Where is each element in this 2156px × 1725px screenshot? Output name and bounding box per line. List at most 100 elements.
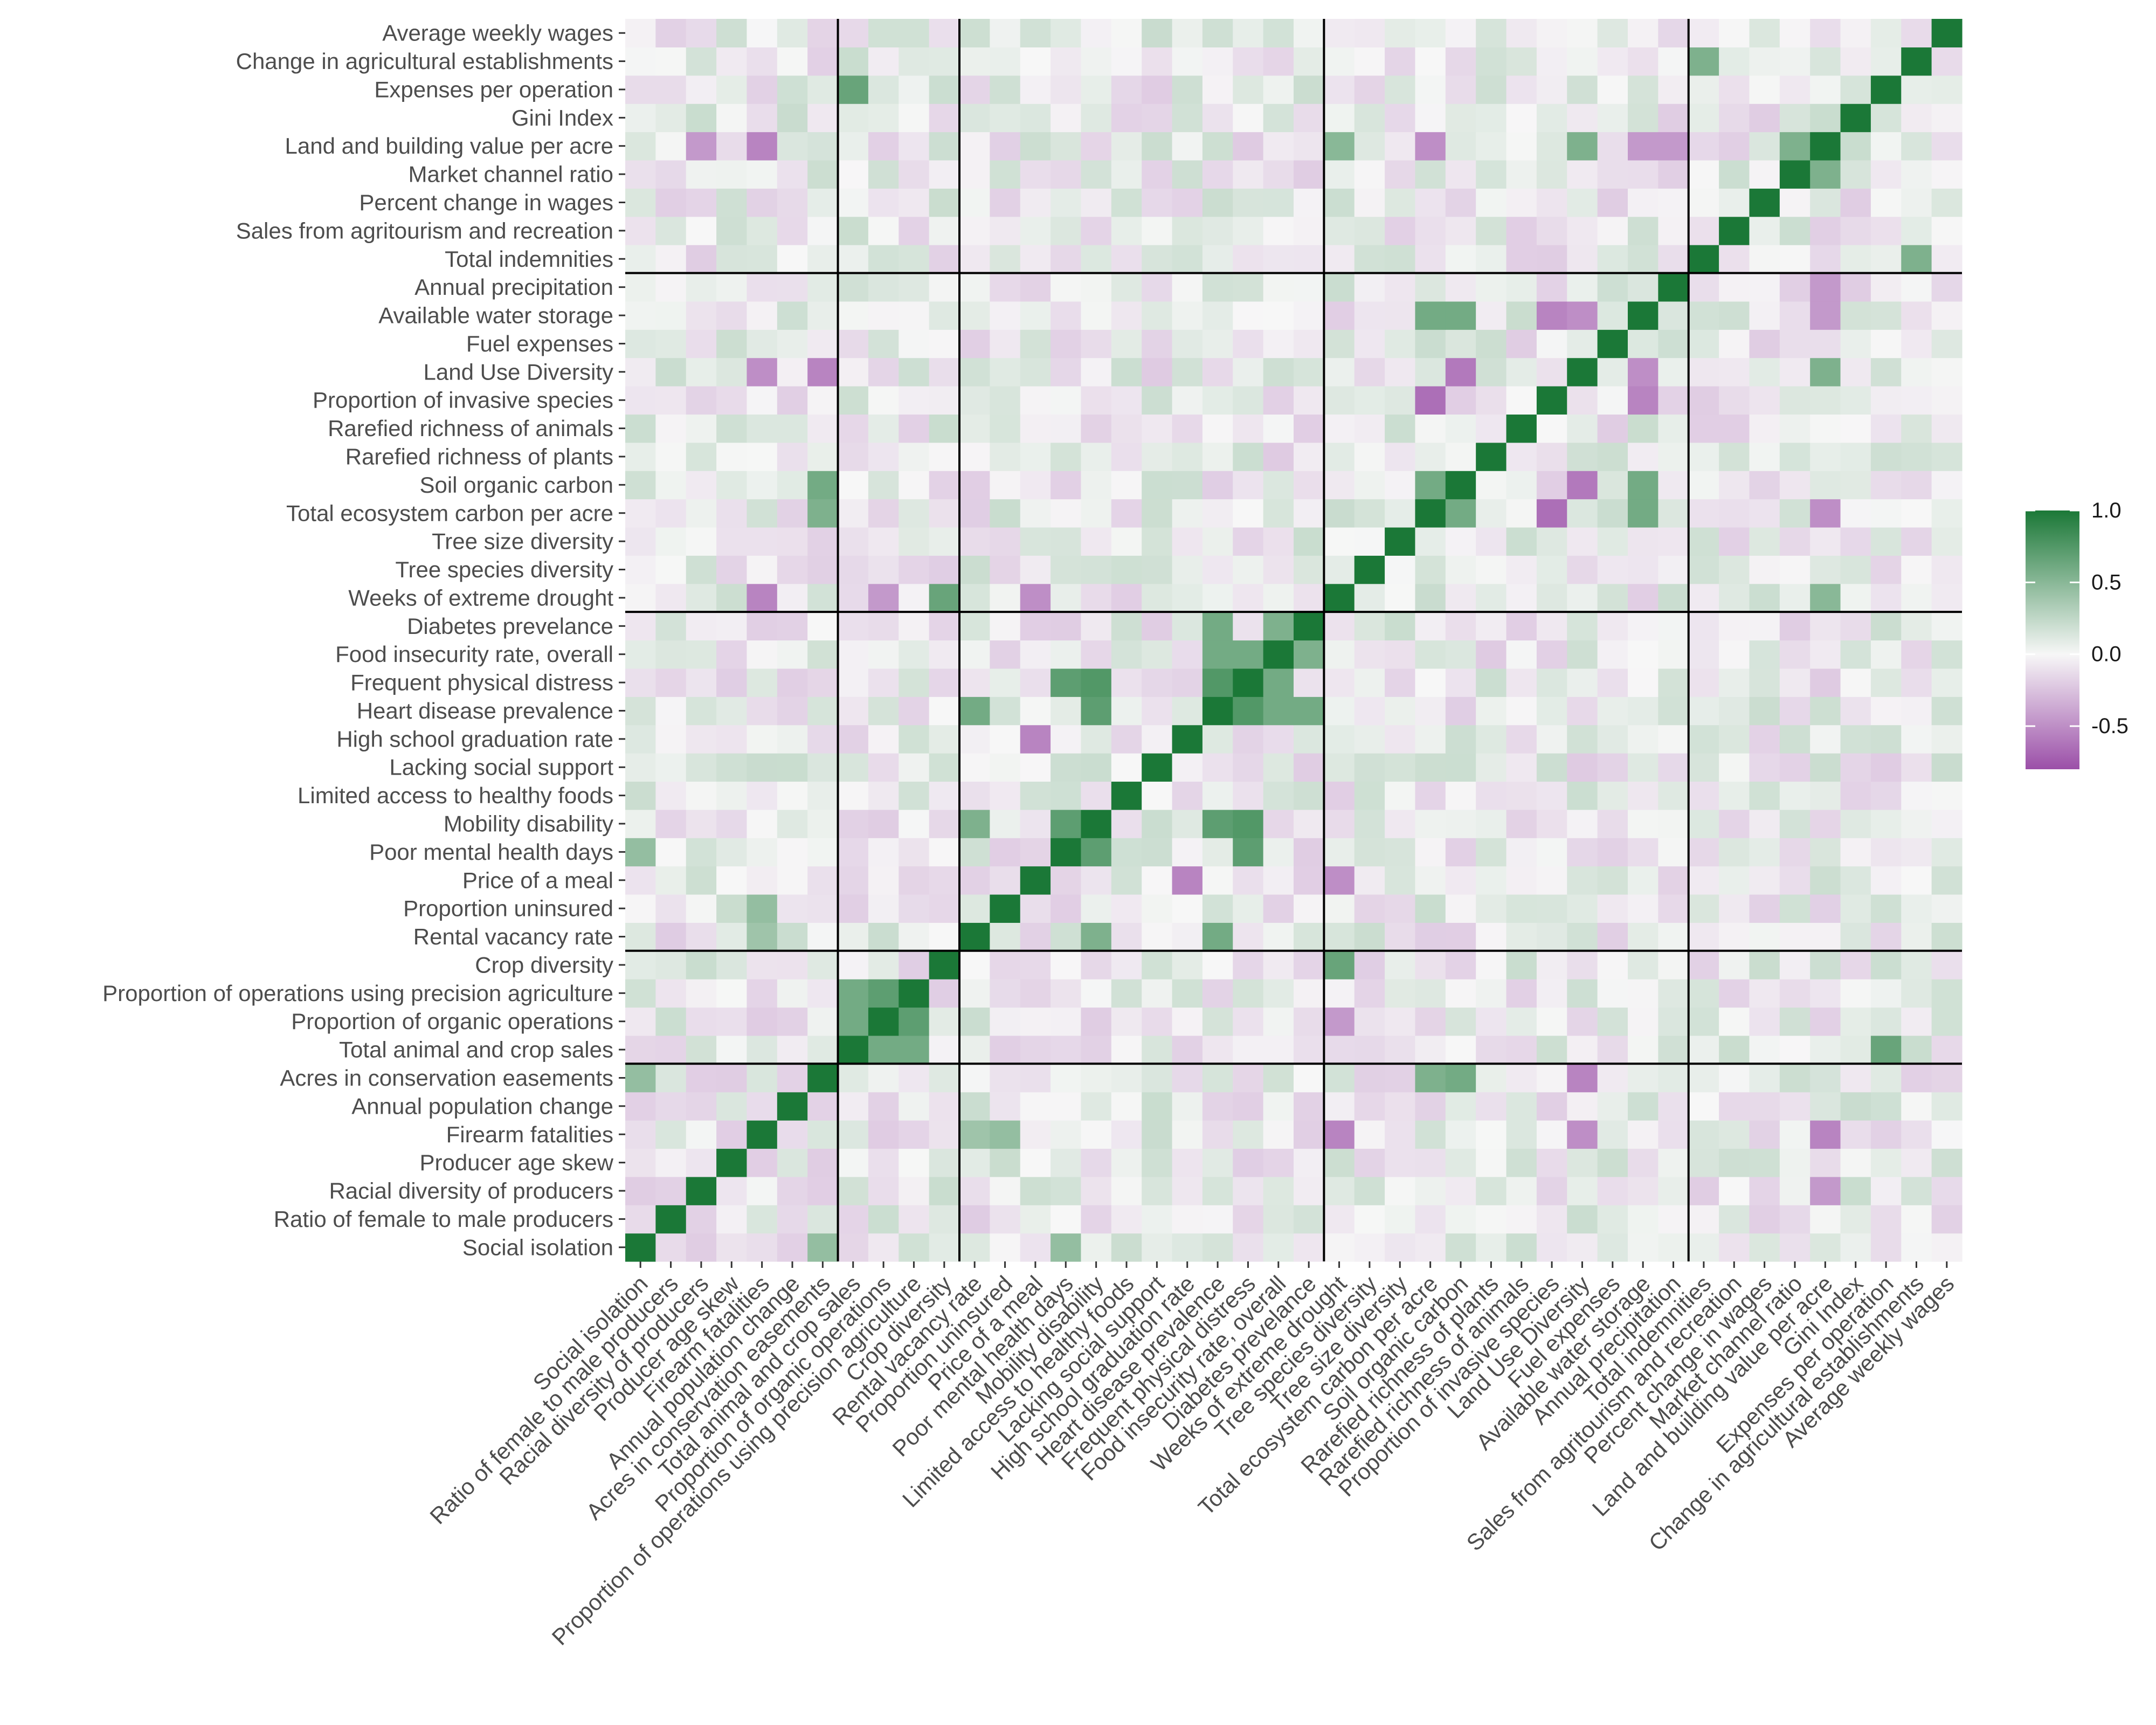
heatmap-cell	[1445, 104, 1476, 133]
heatmap-cell	[777, 132, 808, 161]
heatmap-cell	[1385, 612, 1416, 641]
heatmap-cell	[1476, 809, 1507, 838]
heatmap-cell	[716, 47, 748, 76]
heatmap-cell	[1051, 75, 1082, 104]
heatmap-cell	[807, 950, 839, 979]
heatmap-cell	[1931, 273, 1962, 302]
heatmap-cell	[1445, 1064, 1476, 1093]
heatmap-cell	[1051, 442, 1082, 471]
heatmap-cell	[1901, 979, 1932, 1008]
heatmap-cell	[899, 442, 930, 471]
heatmap-cell	[807, 527, 839, 556]
heatmap-cell	[899, 273, 930, 302]
heatmap-cell	[929, 838, 960, 867]
heatmap-cell	[929, 696, 960, 726]
heatmap-cell	[1628, 19, 1659, 47]
heatmap-cell	[716, 809, 748, 838]
heatmap-cell	[807, 75, 839, 104]
heatmap-cell	[1658, 1148, 1689, 1177]
heatmap-cell	[1111, 357, 1142, 387]
heatmap-cell	[1172, 894, 1203, 923]
heatmap-cell	[899, 1120, 930, 1149]
heatmap-cell	[1172, 753, 1203, 782]
heatmap-cell	[1020, 668, 1051, 697]
heatmap-cell	[1324, 188, 1355, 217]
heatmap-cell	[1506, 922, 1537, 951]
heatmap-cell	[1354, 612, 1385, 641]
heatmap-cell	[929, 471, 960, 500]
heatmap-cell	[1385, 1035, 1416, 1064]
heatmap-cell	[1324, 950, 1355, 979]
heatmap-cell	[1567, 894, 1598, 923]
heatmap-cell	[1445, 357, 1476, 387]
heatmap-cell	[1294, 1035, 1324, 1064]
heatmap-cell	[959, 273, 990, 302]
heatmap-cell	[1688, 1064, 1719, 1093]
heatmap-cell	[655, 696, 687, 726]
heatmap-cell	[1415, 1233, 1446, 1262]
heatmap-cell	[686, 979, 717, 1008]
heatmap-cell	[1081, 894, 1112, 923]
heatmap-cell	[1628, 245, 1659, 274]
heatmap-cell	[747, 809, 778, 838]
heatmap-cell	[1779, 1007, 1811, 1036]
heatmap-cell	[1719, 188, 1750, 217]
heatmap-cell	[1415, 809, 1446, 838]
heatmap-cell	[1901, 527, 1932, 556]
heatmap-cell	[747, 442, 778, 471]
heatmap-cell	[625, 724, 656, 754]
heatmap-cell	[686, 950, 717, 979]
heatmap-cell	[625, 273, 656, 302]
heatmap-cell	[1688, 781, 1719, 810]
heatmap-cell	[1324, 273, 1355, 302]
heatmap-cell	[807, 357, 839, 387]
heatmap-cell	[1263, 329, 1294, 358]
heatmap-cell	[1506, 555, 1537, 584]
heatmap-cell	[1263, 160, 1294, 189]
heatmap-cell	[1506, 104, 1537, 133]
heatmap-cell	[1688, 527, 1719, 556]
heatmap-cell	[929, 301, 960, 330]
heatmap-cell	[1901, 160, 1932, 189]
heatmap-cell	[1081, 781, 1112, 810]
heatmap-cell	[1415, 19, 1446, 47]
heatmap-cell	[1779, 781, 1811, 810]
heatmap-cell	[1385, 329, 1416, 358]
heatmap-cell	[959, 499, 990, 528]
heatmap-cell	[1202, 1092, 1233, 1121]
heatmap-cell	[1719, 245, 1750, 274]
heatmap-cell	[868, 273, 899, 302]
heatmap-cell	[1658, 245, 1689, 274]
heatmap-cell	[716, 442, 748, 471]
heatmap-cell	[686, 527, 717, 556]
heatmap-cell	[1415, 894, 1446, 923]
heatmap-cell	[1081, 357, 1112, 387]
heatmap-cell	[1840, 245, 1871, 274]
heatmap-cell	[1628, 781, 1659, 810]
heatmap-cell	[1142, 640, 1173, 669]
heatmap-cell	[655, 471, 687, 500]
heatmap-cell	[1051, 329, 1082, 358]
heatmap-cell	[1506, 245, 1537, 274]
heatmap-cell	[1749, 273, 1780, 302]
heatmap-cell	[990, 640, 1021, 669]
heatmap-cell	[1324, 1092, 1355, 1121]
heatmap-cell	[1719, 1064, 1750, 1093]
heatmap-cell	[1719, 640, 1750, 669]
heatmap-cell	[1051, 386, 1082, 415]
heatmap-cell	[1779, 386, 1811, 415]
heatmap-cell	[929, 1176, 960, 1205]
heatmap-cell	[1385, 386, 1416, 415]
heatmap-cell	[1597, 1120, 1628, 1149]
heatmap-cell	[1901, 809, 1932, 838]
heatmap-cell	[899, 668, 930, 697]
heatmap-cell	[1658, 1176, 1689, 1205]
heatmap-cell	[1263, 1064, 1294, 1093]
heatmap-cell	[655, 1120, 687, 1149]
heatmap-cell	[1779, 329, 1811, 358]
heatmap-cell	[1385, 838, 1416, 867]
heatmap-cell	[990, 104, 1021, 133]
heatmap-cell	[1536, 866, 1567, 895]
heatmap-cell	[838, 357, 869, 387]
heatmap-cell	[1567, 781, 1598, 810]
